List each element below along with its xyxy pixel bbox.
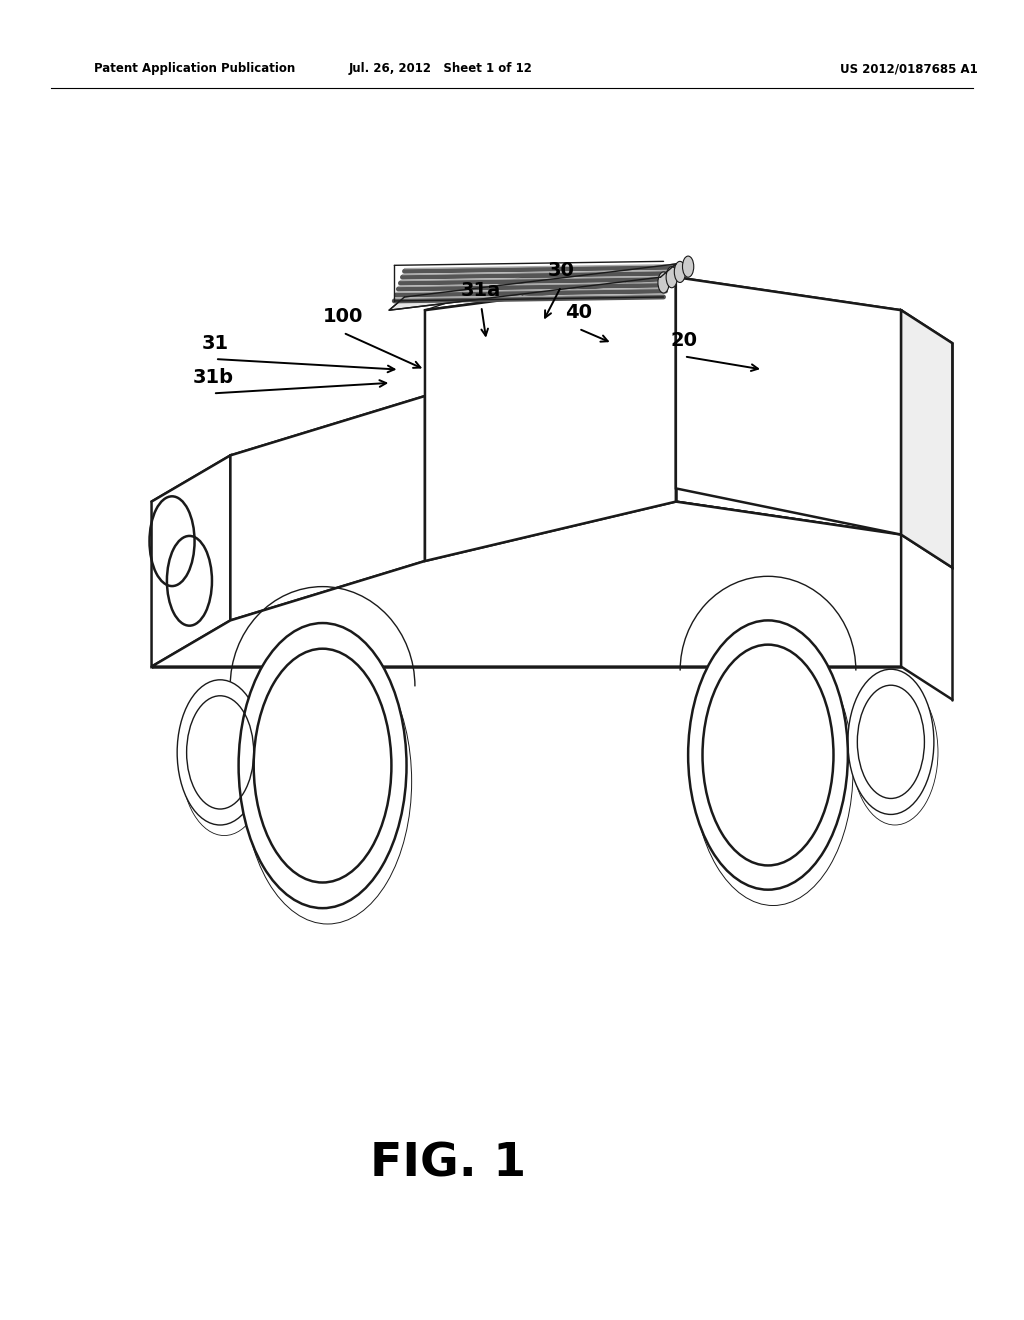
Text: 31b: 31b bbox=[193, 368, 233, 387]
Polygon shape bbox=[230, 396, 425, 620]
Text: 100: 100 bbox=[323, 308, 364, 326]
Polygon shape bbox=[152, 502, 901, 667]
Ellipse shape bbox=[675, 261, 686, 282]
Text: 40: 40 bbox=[565, 304, 592, 322]
Ellipse shape bbox=[658, 272, 670, 293]
Text: 20: 20 bbox=[671, 331, 697, 350]
Text: 30: 30 bbox=[548, 261, 574, 280]
Polygon shape bbox=[389, 264, 676, 310]
Polygon shape bbox=[901, 310, 952, 568]
Polygon shape bbox=[676, 277, 901, 535]
Ellipse shape bbox=[848, 669, 934, 814]
Text: 31a: 31a bbox=[461, 281, 502, 300]
Text: Patent Application Publication: Patent Application Publication bbox=[94, 62, 296, 75]
Ellipse shape bbox=[688, 620, 848, 890]
Polygon shape bbox=[425, 277, 676, 561]
Ellipse shape bbox=[683, 256, 694, 277]
Ellipse shape bbox=[667, 267, 678, 288]
Polygon shape bbox=[152, 455, 230, 667]
Text: FIG. 1: FIG. 1 bbox=[371, 1142, 526, 1187]
Text: US 2012/0187685 A1: US 2012/0187685 A1 bbox=[840, 62, 978, 75]
Ellipse shape bbox=[239, 623, 407, 908]
Ellipse shape bbox=[177, 680, 263, 825]
Text: 31: 31 bbox=[202, 334, 228, 352]
Text: Jul. 26, 2012   Sheet 1 of 12: Jul. 26, 2012 Sheet 1 of 12 bbox=[348, 62, 532, 75]
